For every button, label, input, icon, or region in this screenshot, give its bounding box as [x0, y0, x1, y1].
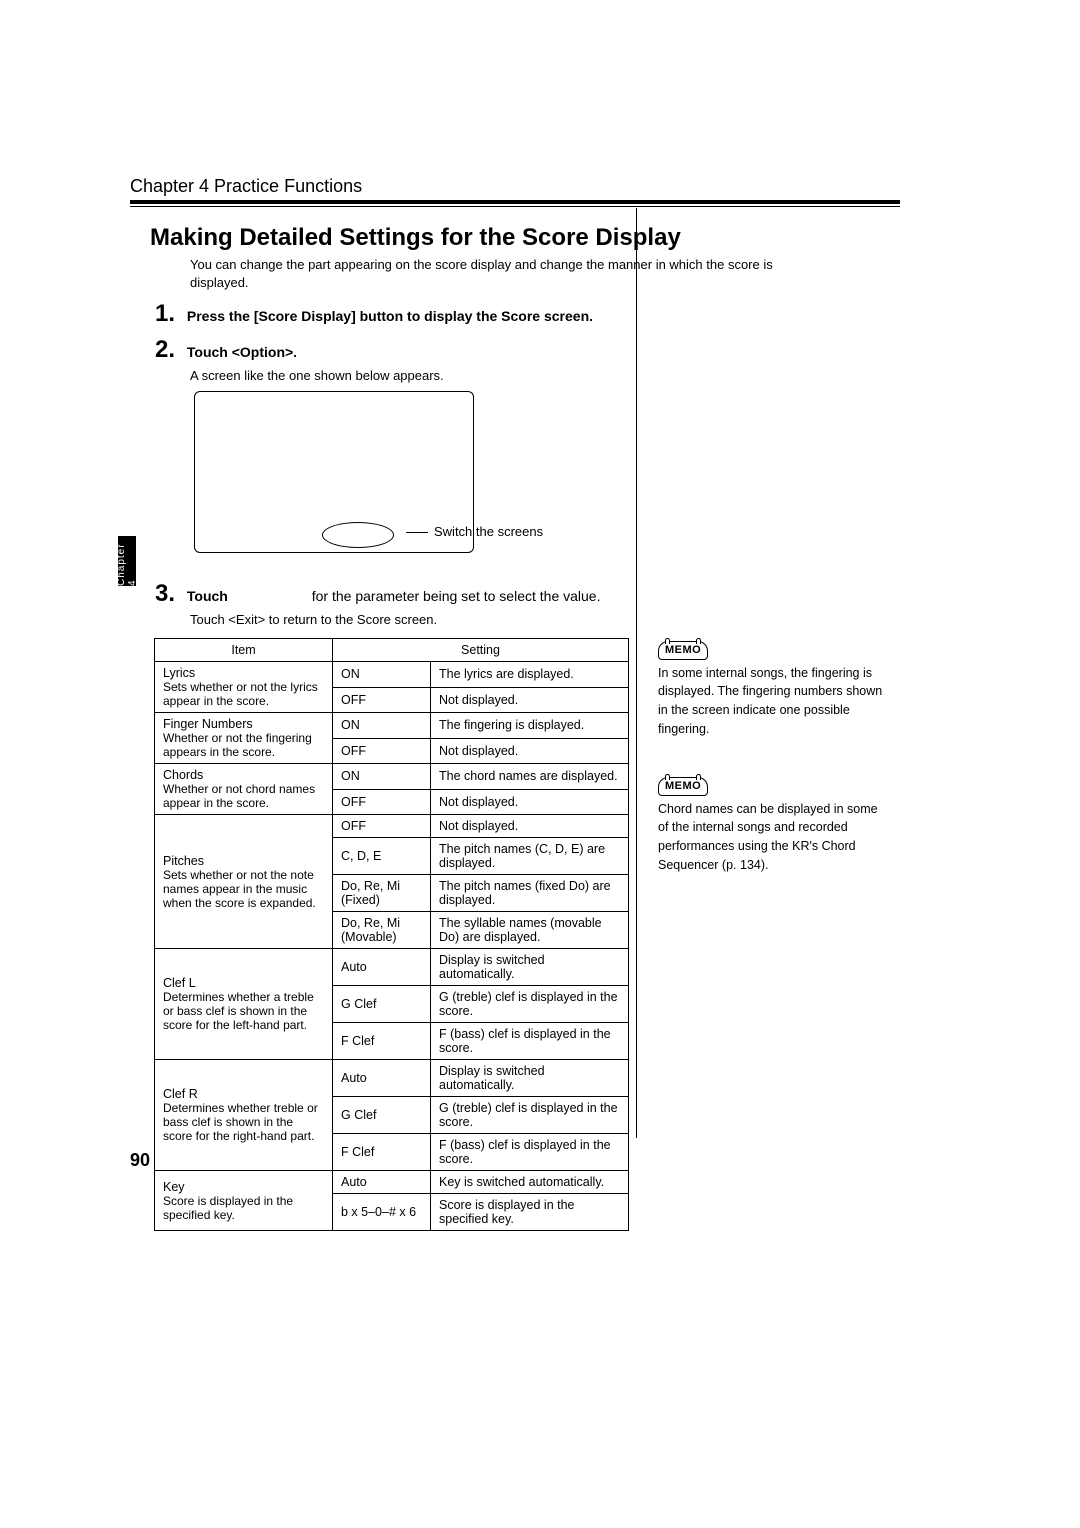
table-item-cell: PitchesSets whether or not the note name… [155, 815, 333, 949]
memo-2: MEMO Chord names can be displayed in som… [658, 776, 888, 875]
table-desc-cell: F (bass) clef is displayed in the score. [431, 1134, 629, 1171]
item-desc: Sets whether or not the note names appea… [163, 868, 324, 910]
table-desc-cell: The fingering is displayed. [431, 713, 629, 739]
table-option-cell: ON [333, 662, 431, 688]
leader-line [406, 532, 428, 533]
step-3-number: 3. [155, 580, 183, 608]
table-option-cell: C, D, E [333, 838, 431, 875]
table-option-cell: F Clef [333, 1134, 431, 1171]
table-row: Clef RDetermines whether treble or bass … [155, 1060, 629, 1097]
step-3-sub: Touch <Exit> to return to the Score scre… [190, 612, 437, 627]
item-title: Finger Numbers [163, 717, 324, 731]
table-option-cell: Do, Re, Mi (Fixed) [333, 875, 431, 912]
table-option-cell: ON [333, 713, 431, 739]
table-head-item: Item [155, 639, 333, 662]
chapter-side-tab: Chapter 4 [118, 536, 136, 586]
intro-text: You can change the part appearing on the… [190, 256, 790, 292]
table-row: KeyScore is displayed in the specified k… [155, 1171, 629, 1194]
step-1: 1. Press the [Score Display] button to d… [155, 300, 855, 328]
item-title: Clef L [163, 976, 324, 990]
step-2: 2. Touch <Option>. [155, 336, 855, 364]
table-desc-cell: Score is displayed in the specified key. [431, 1194, 629, 1231]
table-desc-cell: The lyrics are displayed. [431, 662, 629, 688]
table-option-cell: b x 5–0–# x 6 [333, 1194, 431, 1231]
table-row: LyricsSets whether or not the lyrics app… [155, 662, 629, 688]
item-title: Clef R [163, 1087, 324, 1101]
table-desc-cell: F (bass) clef is displayed in the score. [431, 1023, 629, 1060]
screen-placeholder [194, 391, 474, 553]
table-desc-cell: The chord names are displayed. [431, 764, 629, 790]
table-desc-cell: The syllable names (movable Do) are disp… [431, 912, 629, 949]
table-desc-cell: The pitch names (fixed Do) are displayed… [431, 875, 629, 912]
table-item-cell: LyricsSets whether or not the lyrics app… [155, 662, 333, 713]
step-3-text-b: for the parameter being set to select th… [312, 588, 601, 604]
step-3-text-a: Touch [187, 588, 228, 604]
table-item-cell: ChordsWhether or not chord names appear … [155, 764, 333, 815]
section-title: Making Detailed Settings for the Score D… [150, 224, 681, 252]
table-option-cell: OFF [333, 738, 431, 764]
table-option-cell: OFF [333, 789, 431, 815]
memo-icon: MEMO [658, 777, 708, 796]
table-desc-cell: Not displayed. [431, 815, 629, 838]
page-number: 90 [130, 1150, 150, 1171]
item-desc: Determines whether treble or bass clef i… [163, 1101, 324, 1143]
table-head-setting: Setting [333, 639, 629, 662]
table-row: Finger NumbersWhether or not the fingeri… [155, 713, 629, 739]
item-title: Lyrics [163, 666, 324, 680]
screen-oval-highlight [322, 522, 394, 548]
table-option-cell: Auto [333, 1060, 431, 1097]
step-2-sub: A screen like the one shown below appear… [190, 368, 444, 383]
step-2-number: 2. [155, 336, 183, 364]
item-desc: Whether or not chord names appear in the… [163, 782, 324, 810]
table-option-cell: Auto [333, 949, 431, 986]
table-desc-cell: Not displayed. [431, 738, 629, 764]
table-option-cell: ON [333, 764, 431, 790]
table-desc-cell: Key is switched automatically. [431, 1171, 629, 1194]
table-option-cell: G Clef [333, 986, 431, 1023]
item-desc: Score is displayed in the specified key. [163, 1194, 324, 1222]
item-title: Pitches [163, 854, 324, 868]
table-row: Clef LDetermines whether a treble or bas… [155, 949, 629, 986]
item-title: Key [163, 1180, 324, 1194]
table-desc-cell: The pitch names (C, D, E) are displayed. [431, 838, 629, 875]
memo-1: MEMO In some internal songs, the fingeri… [658, 640, 888, 739]
table-desc-cell: Not displayed. [431, 687, 629, 713]
item-desc: Whether or not the fingering appears in … [163, 731, 324, 759]
table-option-cell: Do, Re, Mi (Movable) [333, 912, 431, 949]
item-title: Chords [163, 768, 324, 782]
table-option-cell: F Clef [333, 1023, 431, 1060]
item-desc: Sets whether or not the lyrics appear in… [163, 680, 324, 708]
table-item-cell: Finger NumbersWhether or not the fingeri… [155, 713, 333, 764]
table-option-cell: OFF [333, 815, 431, 838]
table-row: PitchesSets whether or not the note name… [155, 815, 629, 838]
table-option-cell: G Clef [333, 1097, 431, 1134]
header-rule [130, 200, 900, 204]
table-item-cell: KeyScore is displayed in the specified k… [155, 1171, 333, 1231]
table-desc-cell: G (treble) clef is displayed in the scor… [431, 1097, 629, 1134]
step-1-number: 1. [155, 300, 183, 328]
step-1-text: Press the [Score Display] button to disp… [187, 308, 593, 324]
step-2-text: Touch <Option>. [187, 344, 297, 360]
item-desc: Determines whether a treble or bass clef… [163, 990, 324, 1032]
table-desc-cell: Display is switched automatically. [431, 1060, 629, 1097]
table-row: ChordsWhether or not chord names appear … [155, 764, 629, 790]
table-item-cell: Clef LDetermines whether a treble or bas… [155, 949, 333, 1060]
memo-2-text: Chord names can be displayed in some of … [658, 800, 888, 875]
table-desc-cell: G (treble) clef is displayed in the scor… [431, 986, 629, 1023]
table-item-cell: Clef RDetermines whether treble or bass … [155, 1060, 333, 1171]
leader-label: Switch the screens [434, 524, 543, 539]
table-desc-cell: Display is switched automatically. [431, 949, 629, 986]
chapter-header: Chapter 4 Practice Functions [130, 176, 362, 197]
table-option-cell: Auto [333, 1171, 431, 1194]
step-3: 3. Touch for the parameter being set to … [155, 580, 855, 608]
settings-table: Item Setting LyricsSets whether or not t… [154, 638, 629, 1231]
table-desc-cell: Not displayed. [431, 789, 629, 815]
memo-icon: MEMO [658, 641, 708, 660]
memo-1-text: In some internal songs, the fingering is… [658, 664, 888, 739]
table-option-cell: OFF [333, 687, 431, 713]
